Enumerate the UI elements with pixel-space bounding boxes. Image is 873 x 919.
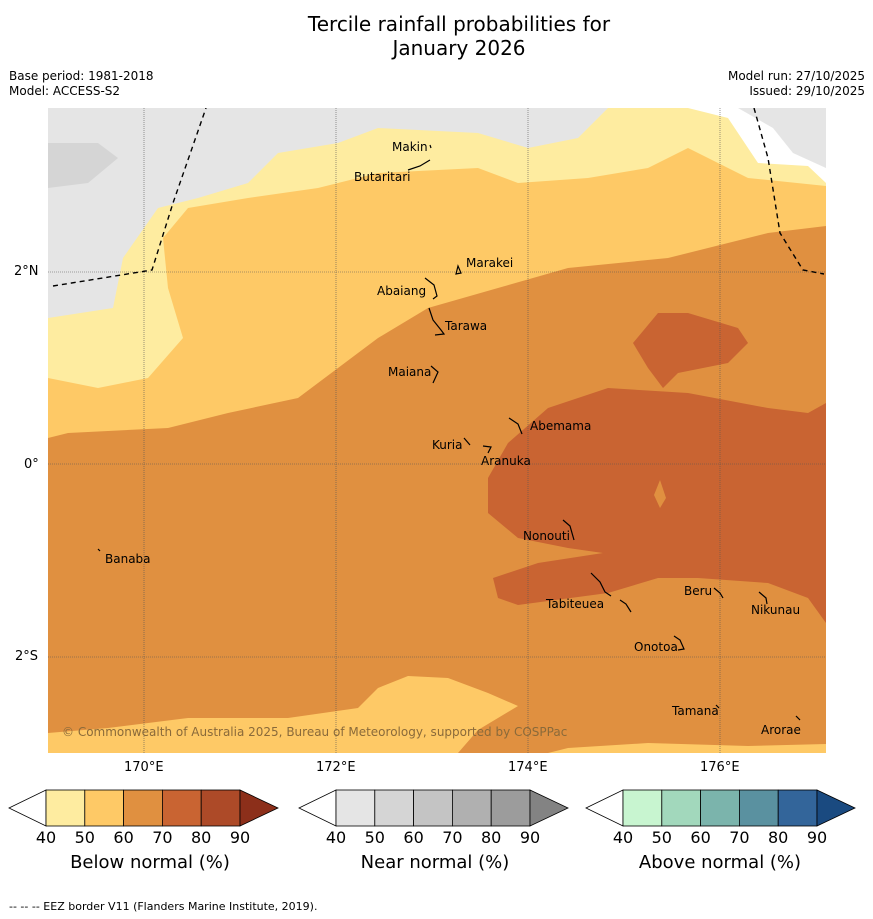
place-tamana: Tamana <box>671 704 719 718</box>
place-abemama: Abemama <box>530 419 591 433</box>
copyright-notice: © Commonwealth of Australia 2025, Bureau… <box>62 725 567 739</box>
colorbar-near-cells <box>298 789 569 827</box>
map-region-below-50-60-se <box>548 743 826 753</box>
place-tabiteuea: Tabiteuea <box>545 597 604 611</box>
map-region-below-60-70-inner <box>654 480 666 508</box>
lat-label-2s: 2°S <box>15 649 39 664</box>
colorbar-above-tick: 90 <box>806 828 828 847</box>
colorbar-above-cell <box>738 789 779 827</box>
colorbar-above-tick: 50 <box>651 828 672 847</box>
meta-right: Model run: 27/10/2025 Issued: 29/10/2025 <box>728 69 865 99</box>
place-aranuka: Aranuka <box>481 454 531 468</box>
title-line-2: January 2026 <box>392 36 526 60</box>
lon-label-176e: 176°E <box>700 760 740 775</box>
map-region-below-70-80-north <box>633 313 748 388</box>
colorbar-above-tick: 40 <box>612 828 634 847</box>
colorbar-above-tick: 80 <box>768 828 789 847</box>
place-marakei: Marakei <box>466 256 513 270</box>
lat-label-2n: 2°N <box>14 264 39 279</box>
map-region-near-40-50 <box>48 108 608 318</box>
colorbar-above-cell <box>661 789 702 827</box>
colorbar-near-low-extend <box>298 789 337 827</box>
place-nonouti: Nonouti <box>523 529 570 543</box>
place-beru: Beru <box>684 584 712 598</box>
colorbar-below-tick: 40 <box>35 828 57 847</box>
base-period: Base period: 1981-2018 <box>9 69 154 83</box>
lon-label-170e: 170°E <box>124 760 164 775</box>
colorbar-above-tick: 60 <box>690 828 711 847</box>
colorbar-near-tick: 50 <box>364 828 385 847</box>
colorbar-below-cell <box>200 789 241 827</box>
colorbar-above-high-extend <box>816 789 856 827</box>
map-region-near-40-50-east <box>738 108 826 168</box>
graticule <box>48 108 826 753</box>
colorbar-below-high-extend <box>239 789 279 827</box>
colorbar-above-cell <box>622 789 663 827</box>
colorbar-near-tick: 80 <box>481 828 502 847</box>
place-abaiang: Abaiang <box>377 284 426 298</box>
colorbar-above-low-extend <box>585 789 624 827</box>
colorbar-below-title: Below normal (%) <box>70 852 230 873</box>
colorbar-above-cell <box>777 789 818 827</box>
colorbar-near-cell <box>374 789 415 827</box>
colorbar-below <box>8 789 279 827</box>
colorbar-below-tick: 80 <box>191 828 212 847</box>
colorbar-below-tick: 60 <box>113 828 134 847</box>
colorbar-below-tick: 90 <box>229 828 251 847</box>
colorbar-near-tick: 60 <box>403 828 424 847</box>
colorbar-near-title: Near normal (%) <box>360 852 510 873</box>
colorbar-above-tick: 70 <box>729 828 750 847</box>
place-makin: Makin <box>392 140 428 154</box>
colorbar-above-title: Above normal (%) <box>638 852 802 873</box>
probability-map: Makin Butaritari Marakei Abaiang Tarawa … <box>48 108 826 753</box>
colorbar-near-cell <box>490 789 531 827</box>
lat-label-0: 0° <box>24 457 39 472</box>
meta-left: Base period: 1981-2018 Model: ACCESS-S2 <box>9 69 154 99</box>
map-region-below-70-80-south <box>488 388 826 623</box>
colorbar-near-cell <box>413 789 453 827</box>
eez-border <box>52 108 825 287</box>
colorbar-near-cell <box>451 789 492 827</box>
colorbar-near-tick: 40 <box>325 828 347 847</box>
colorbar-near <box>298 789 569 827</box>
place-labels: Makin Butaritari Marakei Abaiang Tarawa … <box>105 140 801 737</box>
map-region-near-50-60 <box>48 143 118 188</box>
colorbar-near-tick: 90 <box>519 828 541 847</box>
islands <box>97 144 801 721</box>
model-run: Model run: 27/10/2025 <box>727 69 865 83</box>
colorbar-below-low-extend <box>8 789 47 827</box>
colorbar-below-cell <box>123 789 163 827</box>
place-maiana: Maiana <box>388 365 431 379</box>
eez-footnote: -- -- -- EEZ border V11 (Flanders Marine… <box>9 900 318 913</box>
colorbar-above-cell <box>700 789 740 827</box>
colorbar-near-cell <box>335 789 376 827</box>
colorbar-below-tick: 50 <box>74 828 95 847</box>
lon-label-174e: 174°E <box>508 760 548 775</box>
model-name: Model: ACCESS-S2 <box>9 84 121 98</box>
colorbar-above <box>585 789 856 827</box>
colorbar-below-tick: 70 <box>152 828 173 847</box>
place-onotoa: Onotoa <box>634 640 678 654</box>
colorbar-below-cell <box>161 789 202 827</box>
map-region-below-50-60-south <box>48 676 518 753</box>
place-kuria: Kuria <box>432 438 463 452</box>
map-title: Tercile rainfall probabilities for Janua… <box>0 12 873 60</box>
title-line-1: Tercile rainfall probabilities for <box>307 12 611 36</box>
colorbar-above-cells <box>585 789 856 827</box>
colorbar-near-high-extend <box>529 789 569 827</box>
colorbar-below-cells <box>8 789 279 827</box>
place-arorae: Arorae <box>761 723 801 737</box>
colorbar-below-cell <box>84 789 125 827</box>
issued-date: Issued: 29/10/2025 <box>749 84 865 98</box>
map-white-gap <box>48 108 826 183</box>
place-banaba: Banaba <box>105 552 151 566</box>
lon-label-172e: 172°E <box>316 760 356 775</box>
colorbar-near-tick: 70 <box>442 828 463 847</box>
place-nikunau: Nikunau <box>751 603 800 617</box>
place-tarawa: Tarawa <box>444 319 487 333</box>
place-butaritari: Butaritari <box>354 170 411 184</box>
colorbar-below-cell <box>45 789 86 827</box>
